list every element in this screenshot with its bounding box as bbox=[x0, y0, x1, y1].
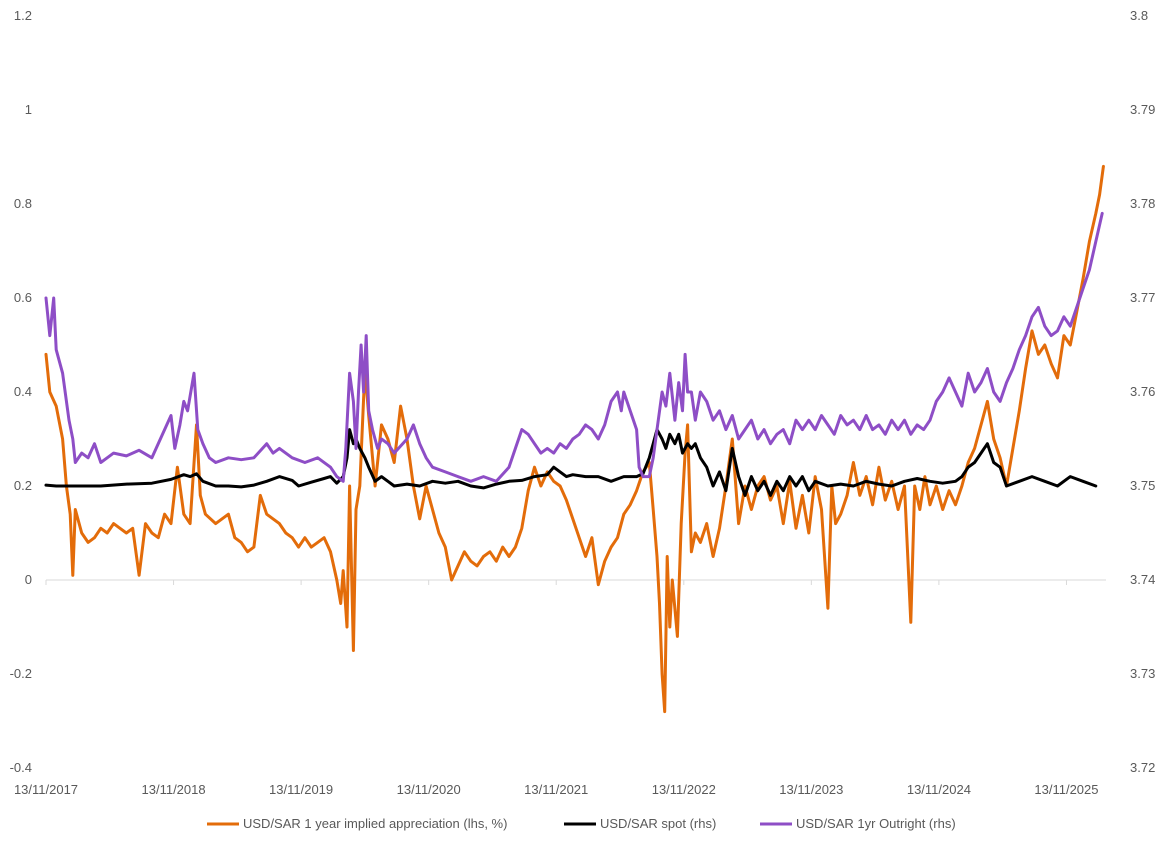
zero-baseline bbox=[45, 579, 1106, 585]
x-axis-tick-label: 13/11/2023 bbox=[779, 782, 843, 797]
series-line-2 bbox=[44, 211, 1104, 483]
x-axis-tick-label: 13/11/2024 bbox=[907, 782, 971, 797]
right-axis-tick-label: 3.79 bbox=[1130, 102, 1155, 117]
x-axis-tick-label: 13/11/2017 bbox=[14, 782, 78, 797]
right-axis-tick-label: 3.78 bbox=[1130, 196, 1155, 211]
x-axis-tick-label: 13/11/2020 bbox=[397, 782, 461, 797]
legend-label-0: USD/SAR 1 year implied appreciation (lhs… bbox=[243, 816, 507, 831]
right-axis-tick-label: 3.8 bbox=[1130, 8, 1148, 23]
legend-label-2: USD/SAR 1yr Outright (rhs) bbox=[796, 816, 956, 831]
left-axis-tick-label: -0.2 bbox=[10, 666, 32, 681]
x-axis-tick-label: 13/11/2018 bbox=[142, 782, 206, 797]
x-axis-tick-label: 13/11/2025 bbox=[1034, 782, 1098, 797]
right-axis-tick-label: 3.74 bbox=[1130, 572, 1155, 587]
x-axis-tick-label: 13/11/2019 bbox=[269, 782, 333, 797]
left-axis-tick-label: -0.4 bbox=[10, 760, 32, 775]
right-axis-tick-label: 3.77 bbox=[1130, 290, 1155, 305]
series-lines bbox=[44, 164, 1105, 714]
left-axis-tick-label: 0.2 bbox=[14, 478, 32, 493]
right-axis-tick-label: 3.76 bbox=[1130, 384, 1155, 399]
right-axis-ticks: 3.8 3.79 3.78 3.77 3.76 3.75 3.74 3.73 3.72 bbox=[1130, 8, 1155, 775]
x-axis-tick-label: 13/11/2022 bbox=[652, 782, 716, 797]
x-axis-ticks: 13/11/2017 13/11/2018 13/11/2019 13/11/2020… bbox=[14, 782, 1099, 797]
x-axis-tick-label: 13/11/2021 bbox=[524, 782, 588, 797]
left-axis-tick-label: 1 bbox=[25, 102, 32, 117]
left-axis-tick-label: 1.2 bbox=[14, 8, 32, 23]
right-axis-tick-label: 3.75 bbox=[1130, 478, 1155, 493]
left-axis-ticks: 1.2 1 0.8 0.6 0.4 0.2 0 -0.2 -0.4 bbox=[10, 8, 32, 775]
left-axis-tick-label: 0.6 bbox=[14, 290, 32, 305]
right-axis-tick-label: 3.72 bbox=[1130, 760, 1155, 775]
left-axis-tick-label: 0.8 bbox=[14, 196, 32, 211]
series-line-1 bbox=[44, 428, 1098, 497]
left-axis-tick-label: 0 bbox=[25, 572, 32, 587]
right-axis-tick-label: 3.73 bbox=[1130, 666, 1155, 681]
legend: USD/SAR 1 year implied appreciation (lhs… bbox=[207, 816, 956, 831]
legend-label-1: USD/SAR spot (rhs) bbox=[600, 816, 716, 831]
series-line-0 bbox=[44, 164, 1105, 714]
left-axis-tick-label: 0.4 bbox=[14, 384, 32, 399]
